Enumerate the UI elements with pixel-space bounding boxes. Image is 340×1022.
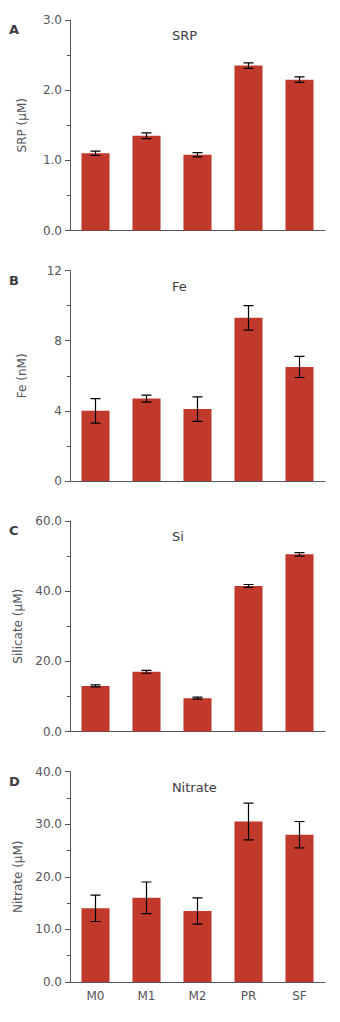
- svg-text:SRP (μM): SRP (μM): [15, 98, 29, 152]
- svg-text:20.0: 20.0: [35, 654, 62, 668]
- svg-text:8: 8: [54, 334, 62, 348]
- svg-text:40.0: 40.0: [35, 584, 62, 598]
- svg-text:M2: M2: [189, 989, 207, 1003]
- svg-text:Fe (nM): Fe (nM): [15, 353, 29, 398]
- svg-text:M1: M1: [138, 989, 156, 1003]
- svg-text:0.0: 0.0: [43, 725, 62, 739]
- svg-text:Nitrate: Nitrate: [172, 780, 217, 795]
- svg-text:0: 0: [54, 474, 62, 488]
- svg-text:Nitrate (μM): Nitrate (μM): [11, 840, 25, 913]
- svg-text:0.0: 0.0: [43, 224, 62, 238]
- svg-text:SF: SF: [292, 989, 307, 1003]
- svg-text:Si: Si: [172, 529, 184, 544]
- svg-text:60.0: 60.0: [35, 514, 62, 528]
- svg-text:D: D: [9, 774, 20, 789]
- svg-text:3.0: 3.0: [43, 13, 62, 27]
- svg-text:M0: M0: [87, 989, 105, 1003]
- svg-text:12: 12: [47, 264, 62, 278]
- svg-text:0.0: 0.0: [43, 975, 62, 989]
- svg-text:Fe: Fe: [172, 279, 187, 294]
- svg-text:10.0: 10.0: [35, 922, 62, 936]
- svg-text:40.0: 40.0: [35, 765, 62, 779]
- svg-text:PR: PR: [241, 989, 257, 1003]
- svg-text:1.0: 1.0: [43, 153, 62, 167]
- svg-text:B: B: [9, 273, 19, 288]
- svg-text:4: 4: [54, 404, 62, 418]
- svg-text:C: C: [9, 523, 19, 538]
- svg-text:SRP: SRP: [172, 28, 197, 43]
- svg-text:20.0: 20.0: [35, 870, 62, 884]
- svg-text:Silicate (μM): Silicate (μM): [11, 589, 25, 664]
- svg-text:A: A: [9, 22, 19, 37]
- svg-text:30.0: 30.0: [35, 817, 62, 831]
- svg-text:2.0: 2.0: [43, 83, 62, 97]
